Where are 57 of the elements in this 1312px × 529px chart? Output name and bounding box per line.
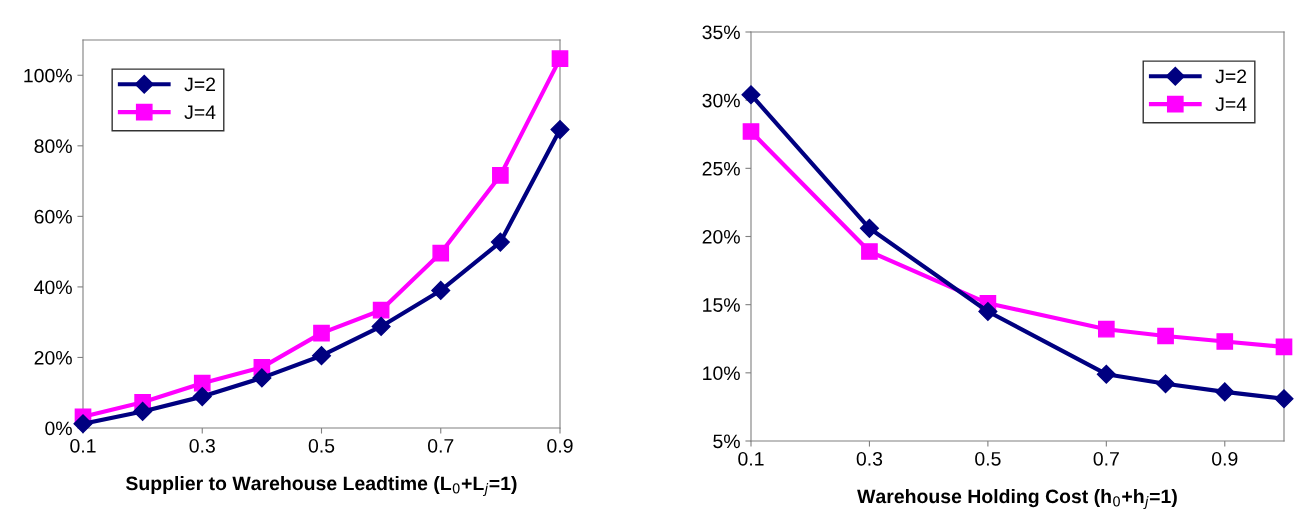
y-tick-label: 10% <box>703 366 740 381</box>
x-tick-label: 0.1 <box>70 438 96 453</box>
point <box>551 50 569 68</box>
point <box>1156 374 1176 394</box>
point <box>372 301 390 319</box>
legend-label: J=4 <box>184 105 216 120</box>
point <box>371 316 391 336</box>
x-axis-title: Supplier to Warehouse Leadtime (L$_{0}$+L$_{j}$=1) <box>125 475 517 497</box>
y-tick-label: 80% <box>34 139 72 154</box>
point <box>978 301 998 322</box>
x-tick-label: 0.5 <box>975 451 1001 466</box>
point <box>1216 333 1234 350</box>
y-tick-label: 0% <box>45 421 72 436</box>
point <box>73 414 93 434</box>
point <box>192 387 212 407</box>
x-tick-label: 0.1 <box>738 451 764 466</box>
point <box>431 280 451 300</box>
y-tick-label: 30% <box>702 93 740 108</box>
legend-label: J=2 <box>1215 69 1247 84</box>
point <box>193 374 211 392</box>
point <box>1097 320 1115 338</box>
y-tick-label: 100% <box>24 68 72 83</box>
legend-label: J=2 <box>184 77 216 92</box>
y-tick-label: 15% <box>703 298 740 312</box>
y-tick-label: 60% <box>34 209 72 224</box>
y-tick-label: 5% <box>713 434 740 449</box>
point <box>313 324 330 342</box>
x-tick-label: 0.7 <box>1093 451 1119 466</box>
point <box>311 346 332 366</box>
point <box>492 167 509 184</box>
point <box>1215 382 1235 402</box>
point <box>861 243 878 260</box>
point <box>490 232 510 252</box>
point <box>252 368 272 388</box>
x-tick-label: 0.5 <box>308 438 335 453</box>
x-tick-label: 0.3 <box>189 438 215 453</box>
x-axis-title: Warehouse Holding Cost (h$_{0}$+h$_{j}$=1) <box>857 488 1177 510</box>
point <box>550 120 570 140</box>
point <box>133 401 153 421</box>
point <box>1096 364 1116 384</box>
y-tick-label: 20% <box>702 229 740 244</box>
legend-label: J=4 <box>1215 97 1247 112</box>
point <box>741 85 761 105</box>
y-tick-label: 25% <box>702 161 740 176</box>
point <box>859 218 879 238</box>
x-tick-label: 0.3 <box>856 451 883 466</box>
point <box>742 123 760 140</box>
x-tick-label: 0.9 <box>1212 451 1238 466</box>
y-tick-label: 40% <box>34 280 72 295</box>
y-tick-label: 35% <box>702 25 740 40</box>
point <box>1275 338 1293 356</box>
x-tick-label: 0.7 <box>428 438 454 453</box>
x-tick-label: 0.9 <box>547 438 573 453</box>
y-tick-label: 20% <box>34 350 72 365</box>
point <box>1157 327 1174 345</box>
point <box>1274 389 1294 409</box>
point <box>432 244 450 262</box>
